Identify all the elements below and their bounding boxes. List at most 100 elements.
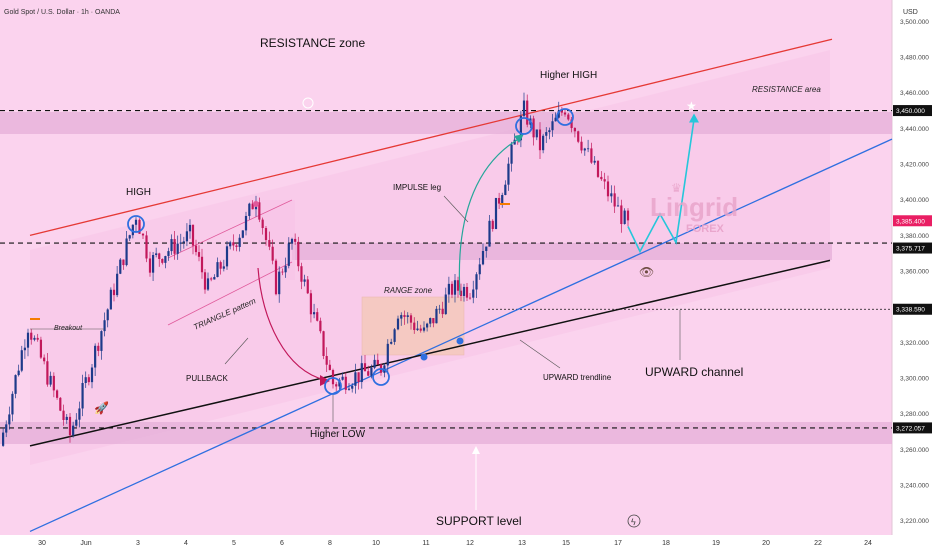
lightning-glyph: ϟ — [631, 517, 636, 527]
candle-body — [103, 320, 105, 331]
candle-body — [125, 239, 127, 266]
candle-body — [610, 193, 612, 196]
candle-body — [245, 216, 247, 230]
y-tick-label: 3,440.000 — [900, 126, 929, 133]
candle-body — [291, 239, 293, 244]
candle-body — [216, 262, 218, 277]
x-tick-label: 3 — [136, 540, 140, 547]
y-tick-label: 3,380.000 — [900, 233, 929, 240]
candle-body — [50, 376, 52, 385]
candle-body — [342, 377, 344, 380]
candle-body — [367, 371, 369, 376]
candle-body — [53, 376, 55, 391]
candle-body — [438, 309, 440, 310]
triangle-apex-marker — [253, 201, 259, 207]
price-tag-label: 3,338.590 — [896, 307, 925, 314]
resistance-area-label: RESISTANCE area — [752, 85, 821, 94]
candle-body — [604, 179, 606, 181]
candle-body — [617, 205, 619, 206]
candle-body — [313, 312, 315, 314]
candle-body — [69, 417, 71, 435]
breakout-label: Breakout — [54, 325, 83, 332]
candle-body — [420, 329, 422, 331]
candle-body — [161, 259, 163, 263]
candle-body — [135, 220, 137, 225]
candle-body — [326, 356, 328, 365]
x-tick-label: Jun — [80, 540, 91, 547]
candle-body — [78, 408, 80, 419]
higher-low-label: Higher LOW — [310, 429, 366, 440]
candle-body — [482, 251, 484, 264]
candle-body — [91, 368, 93, 383]
candle-body — [307, 279, 309, 293]
price-tag-label: 3,375.717 — [896, 246, 925, 253]
high-label: HIGH — [126, 187, 151, 198]
candle-body — [11, 394, 13, 415]
price-tag-label: 3,450.000 — [896, 108, 925, 115]
candle-body — [335, 384, 337, 386]
candle-body — [56, 390, 58, 397]
candle-body — [597, 161, 599, 177]
candle-body — [119, 260, 121, 274]
candle-body — [170, 239, 172, 251]
trendline-touch-1 — [421, 354, 428, 361]
candle-body — [40, 340, 42, 358]
candle-body — [46, 361, 48, 384]
candle-body — [426, 324, 428, 328]
candle-body — [14, 375, 16, 394]
candle-body — [329, 365, 331, 370]
y-tick-label: 3,220.000 — [900, 518, 929, 525]
candle-body — [492, 221, 494, 229]
resistance-band — [0, 112, 892, 134]
candle-body — [142, 234, 144, 236]
candle-body — [192, 225, 194, 246]
symbol-title: Gold Spot / U.S. Dollar · 1h · OANDA — [4, 9, 120, 16]
x-tick-label: 6 — [280, 540, 284, 547]
candle-body — [319, 321, 321, 331]
candle-body — [5, 424, 7, 432]
candle-body — [387, 344, 389, 366]
candle-body — [364, 363, 366, 371]
candle-body — [223, 266, 225, 268]
candle-body — [551, 121, 553, 130]
candle-body — [85, 377, 87, 383]
candle-body — [322, 331, 324, 356]
candle-body — [564, 113, 566, 115]
price-tag-label: 3,385.400 — [896, 218, 925, 225]
candle-body — [2, 433, 4, 446]
candle-body — [429, 318, 431, 324]
candle-body — [374, 360, 376, 368]
candle-body — [72, 426, 74, 436]
x-tick-label: 10 — [372, 540, 380, 547]
x-tick-label: 19 — [712, 540, 720, 547]
candle-body — [580, 142, 582, 151]
candle-body — [158, 253, 160, 259]
range-zone-label: RANGE zone — [384, 286, 433, 295]
candle-body — [116, 274, 118, 295]
y-tick-label: 3,420.000 — [900, 162, 929, 169]
candle-body — [294, 239, 296, 242]
candle-body — [186, 231, 188, 241]
candle-body — [501, 195, 503, 204]
y-tick-label: 3,300.000 — [900, 376, 929, 383]
candle-body — [297, 242, 299, 266]
candle-body — [451, 284, 453, 295]
candle-body — [354, 372, 356, 386]
upward-channel-label: UPWARD channel — [645, 365, 743, 379]
candle-body — [584, 149, 586, 151]
y-tick-label: 3,500.000 — [900, 19, 929, 26]
candle-body — [548, 130, 550, 132]
x-tick-label: 17 — [614, 540, 622, 547]
x-tick-label: 12 — [466, 540, 474, 547]
candle-body — [304, 279, 306, 281]
candle-body — [600, 177, 602, 179]
x-tick-label: 13 — [518, 540, 526, 547]
y-tick-label: 3,460.000 — [900, 90, 929, 97]
candle-body — [122, 260, 124, 265]
watermark-crown: ♛ — [671, 181, 682, 195]
x-tick-label: 22 — [814, 540, 822, 547]
candle-body — [145, 235, 147, 258]
x-tick-label: 30 — [38, 540, 46, 547]
candle-body — [149, 258, 151, 272]
